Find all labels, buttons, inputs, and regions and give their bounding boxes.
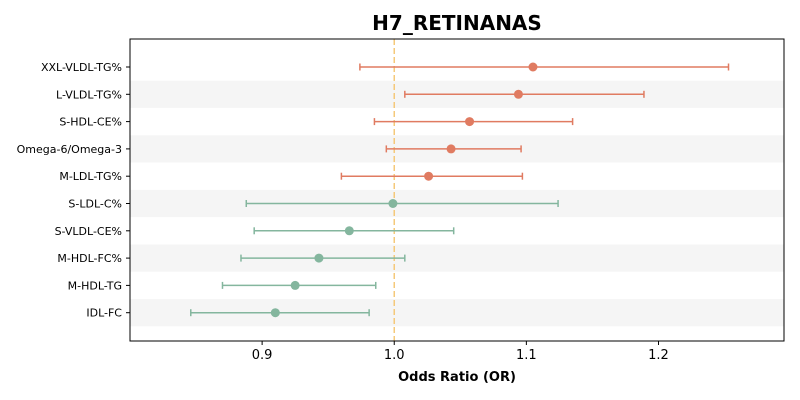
x-tick-label: 0.9 (252, 348, 273, 363)
or-point (314, 253, 324, 263)
chart-title: H7_RETINANAS (372, 11, 542, 35)
or-point (465, 117, 475, 127)
x-tick-label: 1.2 (648, 348, 669, 363)
y-axis: XXL-VLDL-TG% L-VLDL-TG% S-HDL-CE% Omega-6/O… (17, 61, 130, 320)
y-tick-label: S-LDL-C% (68, 198, 122, 211)
y-tick-label: M-HDL-TG (68, 279, 122, 292)
or-point (270, 308, 280, 318)
data-points (270, 62, 538, 318)
row-band (130, 244, 784, 272)
or-point (424, 171, 434, 181)
plot-frame (129, 38, 785, 342)
y-tick-label: S-VLDL-CE% (55, 225, 122, 238)
y-tick-label: IDL-FC (86, 307, 122, 320)
x-axis-label: Odds Ratio (OR) (398, 370, 516, 385)
or-point (388, 199, 398, 208)
y-tick-label: M-LDL-TG% (59, 170, 122, 183)
or-point (290, 280, 300, 290)
y-tick-label: Omega-6/Omega-3 (17, 143, 122, 156)
or-point (446, 144, 456, 154)
y-tick-label: XXL-VLDL-TG% (41, 61, 122, 74)
or-point (513, 89, 523, 99)
y-tick-label: S-HDL-CE% (59, 116, 122, 129)
or-point (344, 226, 354, 236)
x-tick-label: 1.1 (516, 348, 537, 363)
or-point (528, 62, 538, 72)
y-tick-label: L-VLDL-TG% (56, 88, 122, 101)
y-tick-label: M-HDL-FC% (57, 252, 122, 265)
x-axis: 0.9 1.0 1.1 1.2 (252, 341, 669, 363)
x-tick-label: 1.0 (384, 348, 405, 363)
